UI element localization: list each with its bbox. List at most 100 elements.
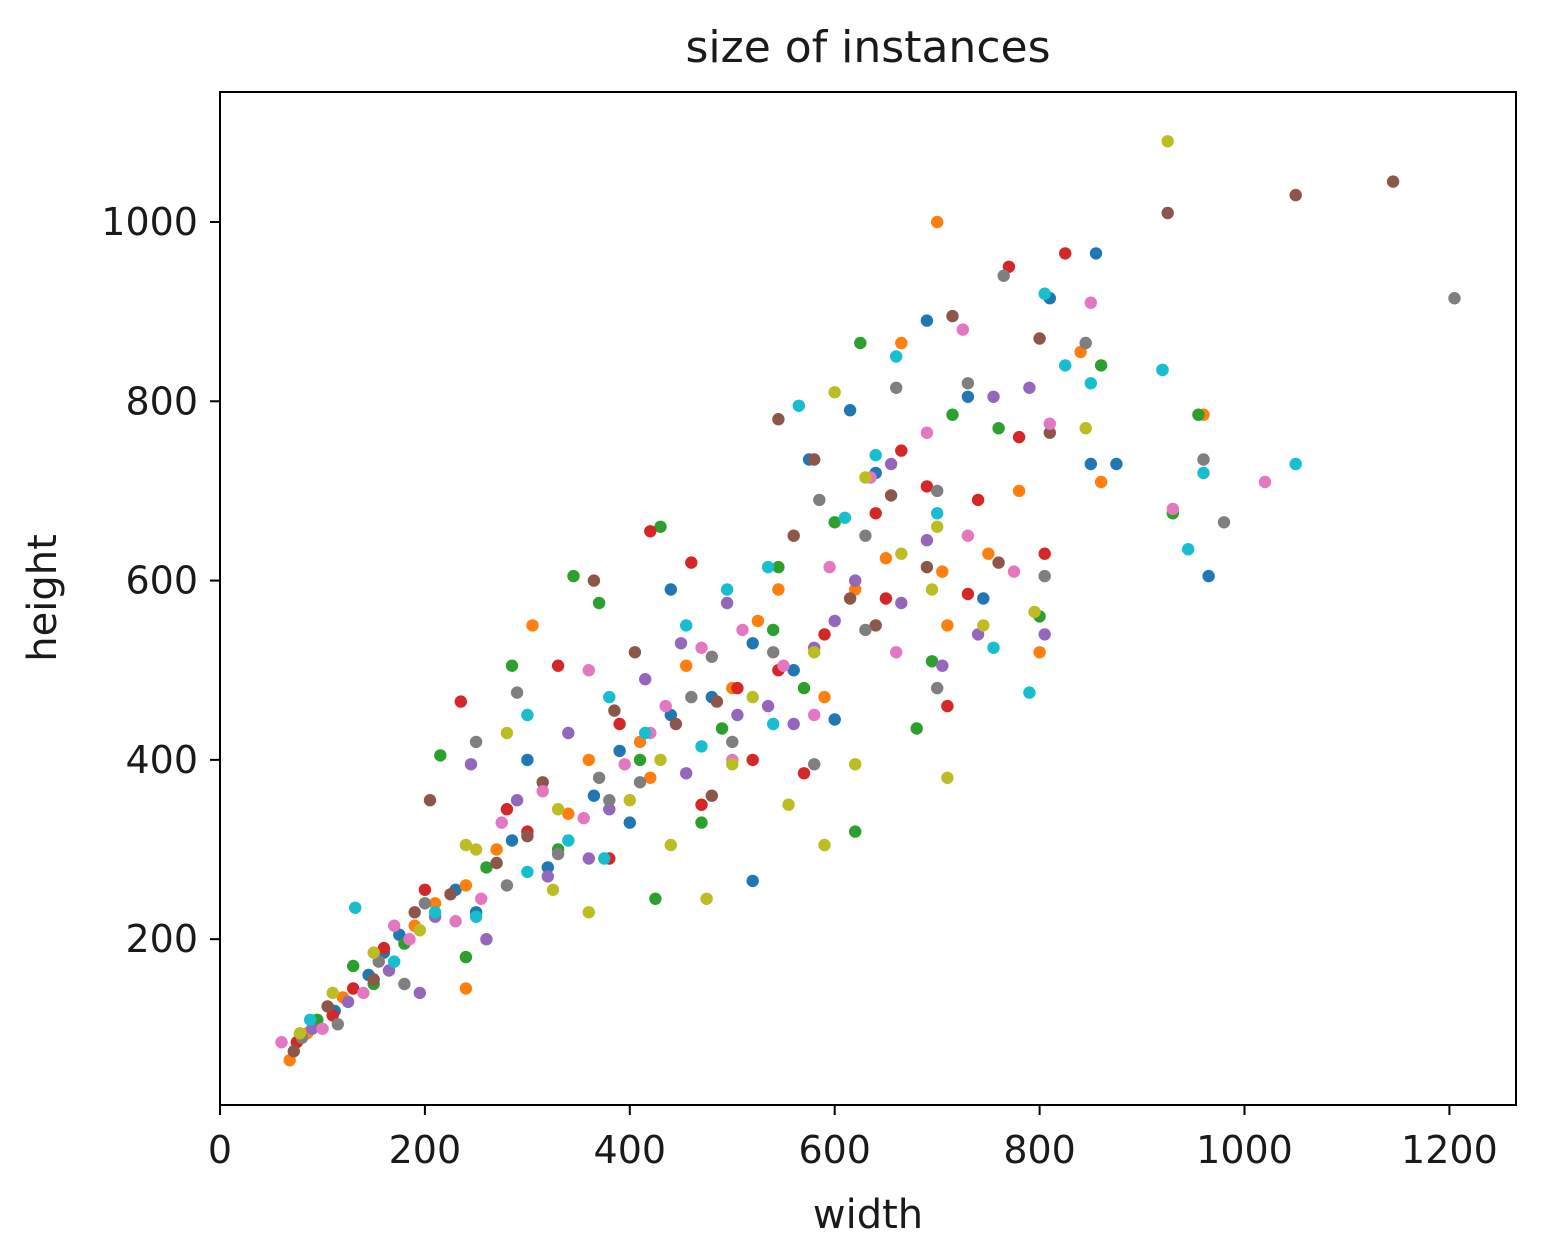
data-point: [1182, 543, 1195, 556]
data-point: [413, 924, 426, 937]
data-point: [413, 986, 426, 1000]
data-point: [592, 771, 606, 784]
data-point: [1084, 296, 1098, 309]
data-point: [884, 489, 898, 502]
data-point: [767, 646, 780, 659]
data-point: [685, 556, 698, 569]
data-point: [664, 583, 677, 596]
data-point: [695, 798, 708, 811]
data-point: [664, 838, 677, 852]
y-axis-ticks: 200 400 600 800 1000: [101, 200, 220, 961]
data-point: [434, 749, 447, 762]
data-point: [505, 659, 519, 672]
data-point: [705, 789, 718, 802]
data-point: [808, 646, 821, 659]
x-tick-label: 0: [208, 1128, 232, 1172]
data-point: [582, 753, 595, 767]
data-point: [388, 919, 401, 932]
data-point: [695, 740, 708, 753]
data-point: [746, 874, 759, 888]
data-point: [459, 950, 473, 964]
data-point: [849, 825, 862, 838]
data-point: [925, 655, 939, 668]
data-point: [521, 708, 534, 722]
data-point: [936, 565, 949, 578]
data-point: [1084, 457, 1098, 471]
data-point: [347, 959, 360, 973]
data-point: [1023, 381, 1036, 394]
data-point: [946, 309, 959, 323]
data-point: [920, 480, 934, 493]
data-point: [1089, 247, 1103, 260]
data-point: [1012, 430, 1026, 444]
data-point: [818, 690, 831, 704]
x-tick-label: 800: [1003, 1128, 1076, 1172]
data-point: [1033, 332, 1046, 345]
data-point: [1038, 628, 1051, 641]
y-axis-title: height: [20, 534, 66, 662]
x-axis-title: width: [813, 1192, 923, 1238]
data-point: [293, 1027, 307, 1040]
data-point: [910, 722, 923, 735]
data-point: [925, 583, 939, 596]
data-point: [444, 888, 457, 901]
data-point: [797, 767, 811, 780]
data-point: [987, 390, 1000, 403]
data-point: [961, 529, 975, 542]
data-point: [551, 803, 565, 816]
data-point: [1386, 175, 1400, 188]
data-point: [582, 906, 595, 919]
data-point: [772, 583, 785, 596]
data-point: [275, 1036, 288, 1049]
data-point: [695, 641, 708, 654]
data-point: [644, 525, 657, 538]
data-point: [828, 516, 841, 529]
data-point: [480, 861, 493, 874]
data-point: [736, 623, 749, 637]
data-point: [449, 915, 462, 928]
data-point: [895, 336, 908, 350]
data-point: [849, 583, 862, 596]
data-point: [1289, 457, 1302, 471]
data-point: [828, 614, 841, 628]
x-tick-label: 200: [389, 1128, 462, 1172]
data-point: [459, 879, 473, 892]
data-point: [828, 386, 841, 399]
data-point: [920, 426, 934, 439]
data-point: [787, 717, 800, 731]
data-point: [1084, 377, 1098, 390]
data-point: [680, 767, 693, 780]
data-point: [1258, 475, 1272, 489]
data-point: [971, 493, 985, 507]
data-point: [613, 717, 626, 731]
data-point: [782, 798, 795, 811]
data-point: [731, 681, 744, 695]
data-point: [992, 422, 1005, 435]
data-point: [941, 771, 954, 784]
data-point: [1197, 453, 1210, 466]
data-point: [720, 583, 734, 596]
data-point: [731, 708, 744, 722]
data-point: [961, 377, 975, 390]
data-point: [377, 941, 391, 955]
data-point: [1094, 359, 1108, 372]
data-point: [1059, 359, 1072, 372]
data-point: [418, 883, 432, 896]
data-point: [808, 758, 821, 771]
data-point: [628, 646, 642, 659]
data-point: [618, 758, 631, 771]
data-point: [772, 560, 785, 574]
data-point: [890, 646, 903, 659]
data-point: [859, 623, 872, 637]
data-point: [469, 843, 483, 856]
data-point: [792, 399, 805, 412]
data-point: [1079, 336, 1092, 350]
data-point: [372, 955, 385, 968]
x-tick-label: 600: [798, 1128, 871, 1172]
data-point: [418, 897, 432, 910]
x-tick-label: 400: [594, 1128, 667, 1172]
data-point: [1202, 569, 1215, 583]
data-point: [623, 816, 636, 829]
data-point: [869, 619, 882, 632]
x-tick-label: 1000: [1196, 1128, 1293, 1172]
